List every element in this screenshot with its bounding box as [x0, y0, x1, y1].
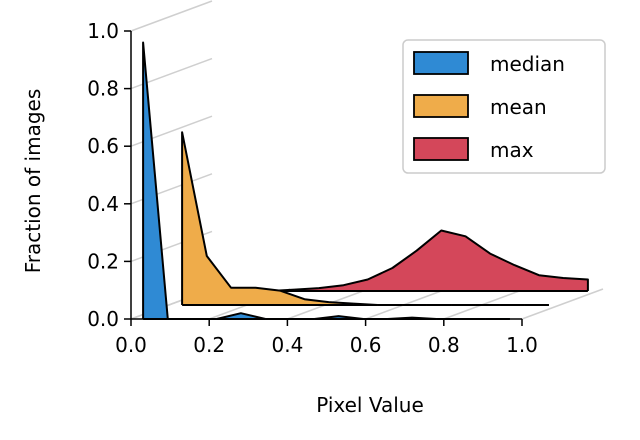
legend-swatch-max — [413, 137, 469, 161]
x-offset-guide — [521, 288, 604, 320]
series-area-mean — [182, 132, 549, 305]
series-mean — [181, 131, 550, 306]
y-tick-label: 0.2 — [87, 249, 119, 273]
legend: median mean max — [402, 39, 606, 174]
x-tick-label: 0.4 — [271, 333, 303, 357]
x-tick-label: 0.6 — [350, 333, 382, 357]
y-tick-label: 0.6 — [87, 134, 119, 158]
x-axis-title: Pixel Value — [316, 393, 424, 417]
x-axis: 0.0 0.2 0.4 0.6 0.8 1.0 — [115, 318, 538, 357]
legend-swatch-median — [413, 51, 469, 75]
legend-label-median: median — [490, 52, 565, 76]
series-area-max — [221, 230, 588, 291]
x-tick-label: 0.2 — [193, 333, 225, 357]
y-tick-label: 0.8 — [87, 77, 119, 101]
series-layer — [142, 41, 589, 320]
y-offset-guide — [130, 0, 213, 32]
x-tick-label: 1.0 — [506, 333, 538, 357]
y-tick-label: 1.0 — [87, 19, 119, 43]
series-max — [221, 229, 589, 292]
legend-label-mean: mean — [490, 95, 547, 119]
y-tick-label: 0.0 — [87, 307, 119, 331]
x-tick-label: 0.0 — [115, 333, 147, 357]
y-axis-title: Fraction of images — [21, 89, 45, 274]
legend-label-max: max — [490, 138, 534, 162]
series-median — [142, 41, 510, 320]
y-tick-label: 0.4 — [87, 192, 119, 216]
legend-swatch-mean — [413, 94, 469, 118]
y-axis: 0.0 0.2 0.4 0.6 0.8 1.0 — [87, 19, 132, 331]
x-tick-label: 0.8 — [428, 333, 460, 357]
